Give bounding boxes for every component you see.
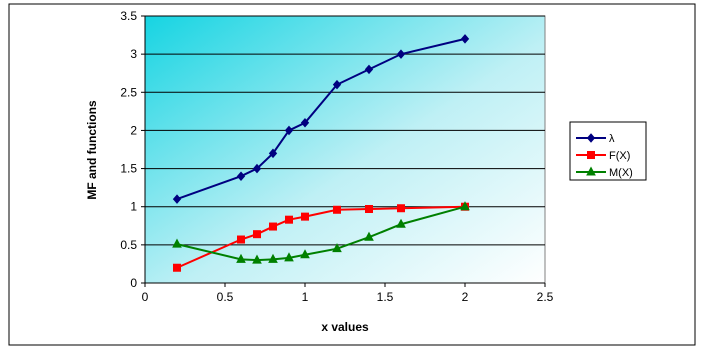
plot-area [144,15,546,284]
y-tick-label: 1 [130,200,137,214]
data-point [253,230,261,239]
series-1 [172,34,470,204]
data-point [333,205,341,214]
data-point [284,252,294,262]
x-tick-label: 1.5 [377,290,394,304]
data-point [460,34,470,44]
legend-label: λ [609,133,615,145]
y-tick-label: 2 [130,123,137,137]
data-point [285,215,293,224]
data-point [172,194,182,204]
data-point [173,263,181,272]
y-tick-labels: 0 0.5 1 1.5 2 2.5 3 3.5 [120,9,137,290]
data-point [332,79,342,90]
data-point [300,249,310,259]
series-line [176,205,466,269]
series-3 [172,201,470,264]
axes [141,15,546,287]
data-point [300,118,310,128]
legend: λ F(X) M(X) [576,133,633,179]
data-point [396,218,406,228]
x-axis-title: x values [321,320,369,334]
data-point [252,254,262,264]
legend-swatch-marker [586,166,596,176]
data-point [172,238,182,248]
data-point [460,201,470,211]
data-point [268,253,278,263]
data-point [252,163,262,174]
series-line [176,205,466,262]
data-point [268,148,278,159]
data-point [364,231,374,241]
x-tick-label: 2.5 [537,290,554,304]
x-tick-label: 2 [462,290,469,304]
gridlines [145,15,545,246]
x-tick-labels: 0 0.5 1 1.5 2 2.5 [142,290,554,304]
legend-label: F(X) [609,150,630,162]
y-axis-title: MF and functions [85,100,99,200]
x-tick-label: 0 [142,290,149,304]
y-tick-label: 1.5 [120,162,137,176]
data-point [396,49,406,59]
y-tick-label: 0.5 [120,238,137,252]
data-point [269,222,277,231]
y-tick-label: 2.5 [120,85,137,99]
y-tick-label: 3.5 [120,9,137,23]
y-tick-label: 3 [130,47,137,61]
legend-box [569,121,647,181]
data-point [397,204,405,213]
data-point [284,125,294,136]
legend-item: F(X) [576,150,630,162]
legend-label: M(X) [609,167,633,179]
data-point [365,205,373,214]
data-point [332,243,342,253]
series-layer [172,34,470,272]
data-point [237,235,245,244]
legend-item: M(X) [576,166,633,179]
legend-swatch-marker [587,151,595,159]
x-tick-label: 0.5 [217,290,234,304]
legend-swatch-marker [586,133,596,143]
series-2 [173,202,469,272]
x-tick-label: 1 [302,290,309,304]
data-point [301,212,309,221]
data-point [236,171,246,181]
data-point [364,64,374,75]
series-line [176,37,466,201]
y-tick-label: 0 [130,276,137,290]
data-point [236,253,246,263]
legend-item: λ [576,133,615,145]
